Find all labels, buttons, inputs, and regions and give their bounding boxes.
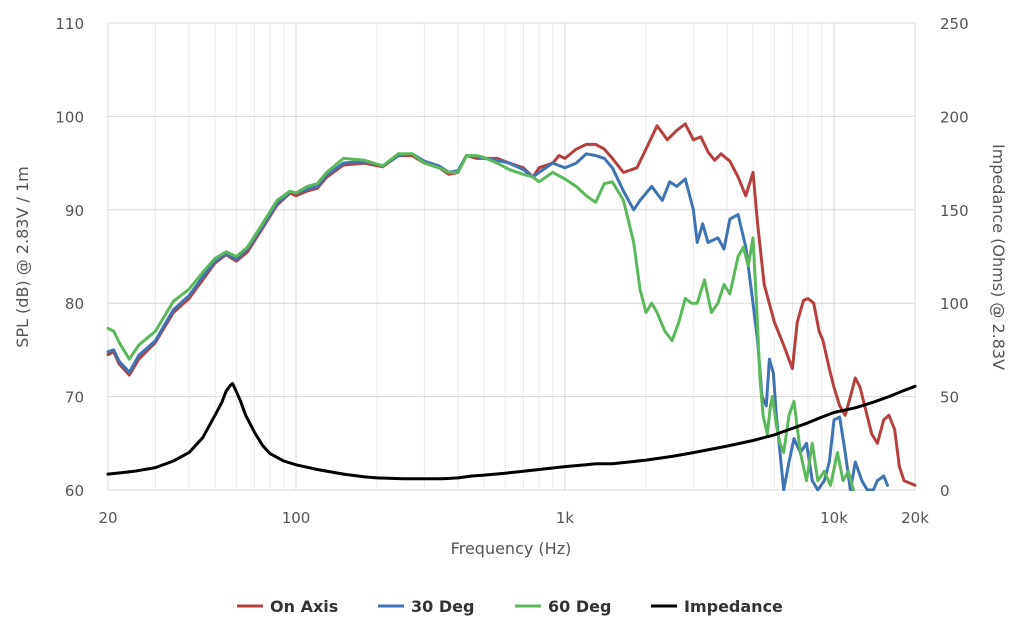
x-tick-label: 1k [556, 509, 575, 527]
legend-item-label[interactable]: 60 Deg [548, 597, 611, 616]
y-left-tick-label: 90 [65, 202, 84, 220]
legend: On Axis 30 Deg 60 Deg Impedance [237, 597, 783, 616]
y-right-tick-label: 250 [940, 15, 969, 33]
legend-item-label[interactable]: 30 Deg [411, 597, 474, 616]
legend-item-label[interactable]: Impedance [684, 597, 783, 616]
y-left-tick-label: 80 [65, 295, 84, 313]
x-tick-label: 10k [820, 509, 848, 527]
series-line-on-axis [106, 122, 917, 487]
y-left-tick-label: 110 [55, 15, 84, 33]
y-left-tick-label: 60 [65, 482, 84, 500]
tick-labels: 20 100 1k 10k 20k 60 70 80 90 100 110 0 50 100 150 200 2… [55, 15, 968, 527]
y-right-tick-label: 200 [940, 108, 969, 126]
series-line-impedance [106, 382, 917, 481]
y-left-tick-label: 70 [65, 389, 84, 407]
y-right-tick-label: 50 [940, 389, 959, 407]
y-axis-title-left: SPL (dB) @ 2.83V / 1m [13, 166, 32, 348]
series-line-30-deg [106, 152, 889, 491]
y-left-tick-label: 100 [55, 108, 84, 126]
grid [107, 22, 916, 491]
x-tick-label: 100 [282, 509, 311, 527]
y-axis-title-right: Impedance (Ohms) @ 2.83V [989, 144, 1008, 370]
series-line-60-deg [106, 152, 855, 491]
x-tick-label: 20k [901, 509, 929, 527]
x-tick-label: 20 [98, 509, 117, 527]
y-right-tick-label: 150 [940, 202, 969, 220]
series-layer [106, 122, 917, 491]
legend-item-label[interactable]: On Axis [270, 597, 338, 616]
y-right-tick-label: 100 [940, 295, 969, 313]
x-axis-title: Frequency (Hz) [451, 539, 572, 558]
y-right-tick-label: 0 [940, 482, 950, 500]
